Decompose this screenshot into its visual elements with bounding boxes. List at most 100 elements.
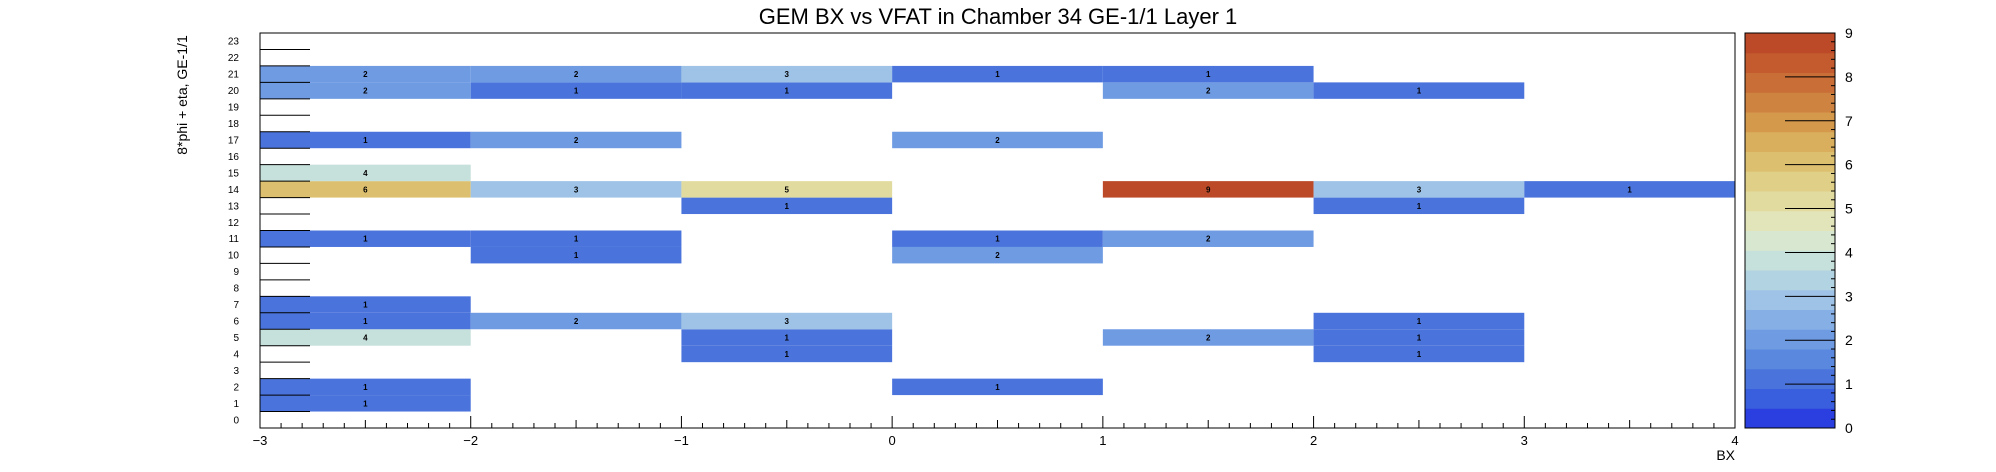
cell-value-label: 3	[785, 317, 790, 326]
heatmap-cell	[892, 131, 1103, 149]
heatmap-cell	[1102, 230, 1314, 247]
heatmap-cell	[681, 181, 893, 198]
x-axis-title: BX	[1716, 447, 1735, 463]
palette-swatch	[1745, 131, 1835, 152]
y-tick-label: 11	[229, 234, 240, 245]
y-tick-label: 19	[228, 103, 240, 114]
cell-value-label: 1	[785, 202, 790, 211]
cell-value-label: 1	[995, 70, 1000, 79]
palette-swatch	[1745, 52, 1835, 73]
heatmap-cell	[1524, 181, 1735, 198]
heatmap-cell	[260, 181, 471, 198]
cell-value-label: 2	[574, 70, 579, 79]
heatmap-cell	[1102, 181, 1314, 198]
heatmap-cell	[470, 65, 682, 83]
palette-swatch	[1745, 289, 1835, 310]
heatmap-cell	[1313, 197, 1525, 215]
palette-tick-label: 4	[1845, 244, 1853, 260]
y-tick-label: 7	[233, 300, 239, 311]
heatmap-cell	[892, 246, 1103, 264]
palette-swatch	[1745, 329, 1835, 350]
y-tick-label: 15	[228, 168, 240, 179]
heatmap-cell	[260, 329, 471, 346]
palette-tick-label: 7	[1845, 113, 1853, 129]
x-tick-label: 0	[889, 433, 896, 448]
palette-tick-label: 3	[1845, 288, 1853, 304]
palette-swatch	[1745, 250, 1835, 271]
y-axis-title: 8*phi + eta, GE-1/1	[174, 35, 190, 155]
heatmap-cell	[1102, 82, 1314, 99]
cell-value-label: 1	[363, 136, 368, 145]
cell-value-label: 1	[363, 383, 368, 392]
heatmap-cell	[260, 164, 471, 182]
palette-tick-label: 8	[1845, 69, 1853, 85]
cell-value-label: 3	[1417, 185, 1422, 194]
cell-value-label: 2	[1206, 235, 1211, 244]
cell-value-label: 2	[574, 317, 579, 326]
heatmap-cell	[470, 312, 682, 330]
color-palette: 0 1 2 3 4 5 6 7 8 9	[1744, 25, 1853, 436]
y-tick-label: 18	[228, 119, 240, 130]
palette-swatch	[1745, 309, 1835, 330]
heatmap-cell	[892, 65, 1103, 83]
cell-value-label: 1	[1417, 333, 1422, 342]
cell-value-label: 2	[1206, 333, 1211, 342]
cell-value-label: 5	[785, 185, 790, 194]
palette-swatch	[1745, 171, 1835, 192]
cell-value-label: 9	[1206, 185, 1211, 194]
heatmap-cell	[260, 131, 471, 149]
y-tick-label: 23	[228, 37, 240, 48]
cell-value-label: 1	[1417, 317, 1422, 326]
y-tick-label: 14	[228, 185, 240, 196]
cell-value-label: 1	[363, 235, 368, 244]
cell-value-label: 1	[1417, 202, 1422, 211]
y-tick-label: 16	[228, 152, 240, 163]
y-tick-label: 4	[233, 349, 239, 360]
heatmap-cell	[681, 82, 893, 99]
cell-value-label: 2	[1206, 87, 1211, 96]
y-tick-label: 3	[233, 366, 239, 377]
heatmap-cell	[1102, 329, 1314, 346]
cell-value-label: 1	[1417, 350, 1422, 359]
x-tick-label: 3	[1521, 433, 1528, 448]
palette-swatch	[1745, 72, 1835, 93]
palette-swatch	[1745, 33, 1835, 54]
heatmap-cell	[681, 312, 893, 330]
x-tick-label: −2	[463, 433, 478, 448]
cell-value-label: 4	[363, 333, 368, 342]
palette-tick-label: 1	[1845, 376, 1853, 392]
cell-value-label: 3	[785, 70, 790, 79]
palette-swatch	[1745, 112, 1835, 133]
y-tick-label: 22	[228, 53, 240, 64]
cell-value-label: 2	[995, 136, 1000, 145]
heatmap-cell	[1313, 181, 1525, 198]
heatmap-cell	[260, 312, 471, 330]
cell-value-label: 1	[995, 383, 1000, 392]
x-tick-label: 2	[1310, 433, 1317, 448]
cell-value-label: 1	[1206, 70, 1211, 79]
palette-tick-label: 0	[1845, 420, 1853, 436]
cell-value-label: 2	[574, 136, 579, 145]
heatmap-cell	[260, 378, 471, 396]
y-tick-label: 12	[228, 218, 240, 229]
palette-swatch	[1745, 191, 1835, 212]
chart-title: GEM BX vs VFAT in Chamber 34 GE-1/1 Laye…	[759, 4, 1238, 29]
palette-swatch	[1745, 270, 1835, 291]
y-tick-label: 1	[233, 399, 239, 410]
heatmap-cell	[260, 230, 471, 247]
heatmap-cell	[470, 82, 682, 99]
y-tick-label: 5	[233, 333, 239, 344]
cell-value-label: 1	[574, 87, 579, 96]
heatmap-cell	[681, 345, 893, 363]
heatmap-cell	[1313, 82, 1525, 99]
palette-swatch	[1745, 230, 1835, 251]
heatmap-cell	[892, 378, 1103, 396]
heatmap-cell	[681, 65, 893, 83]
palette-swatch	[1745, 210, 1835, 231]
cell-value-label: 1	[363, 317, 368, 326]
palette-swatch	[1745, 408, 1835, 429]
y-tick-label: 17	[228, 135, 240, 146]
heatmap-cell	[1313, 329, 1525, 346]
